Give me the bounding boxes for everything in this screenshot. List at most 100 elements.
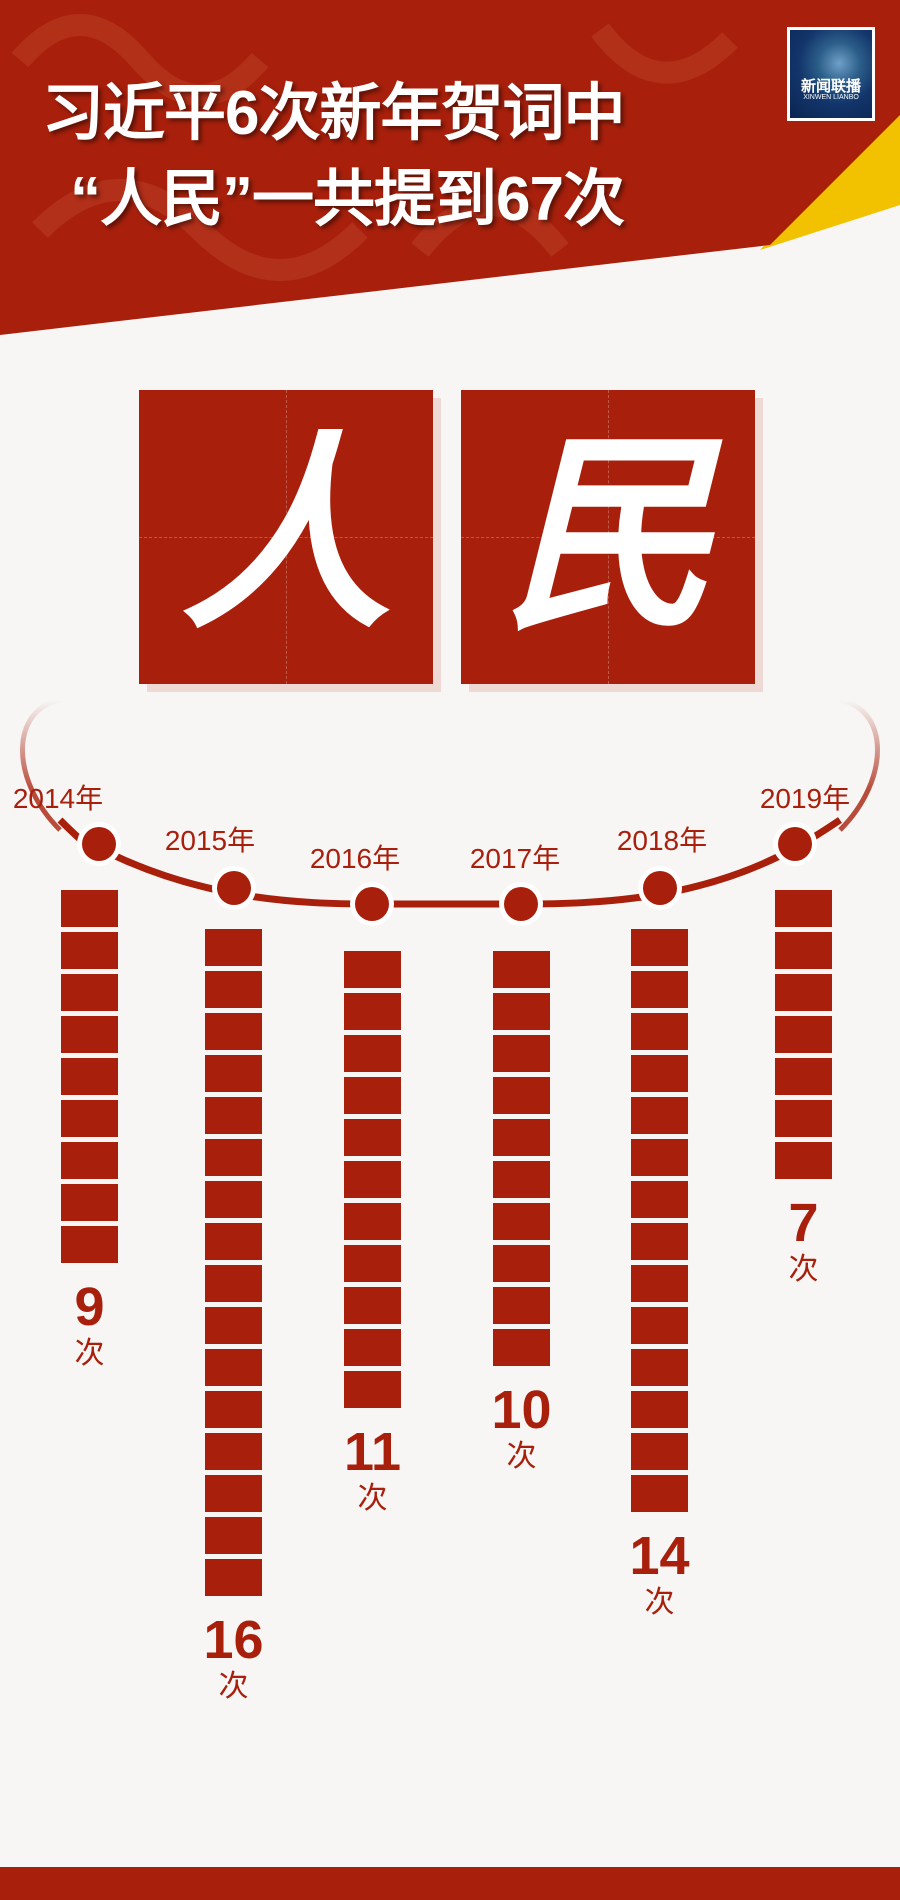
mention-square — [631, 1097, 688, 1134]
mention-square — [344, 1287, 401, 1324]
mention-square — [61, 1100, 118, 1137]
mention-square — [631, 1307, 688, 1344]
mention-square — [631, 1349, 688, 1386]
mention-square — [775, 1142, 832, 1179]
year-label: 2018年 — [617, 825, 707, 856]
mention-square — [631, 1391, 688, 1428]
mention-square — [344, 1035, 401, 1072]
mention-square — [493, 993, 550, 1030]
mention-square — [205, 1265, 262, 1302]
globe-icon: 新闻联播 XINWEN LIANBO — [790, 30, 872, 118]
value-label: 10 — [491, 1380, 551, 1440]
mention-square — [344, 1371, 401, 1408]
mention-square — [205, 1139, 262, 1176]
unit-label: 次 — [789, 1252, 819, 1287]
hero-char-ren: 人 — [180, 411, 391, 658]
mention-square — [493, 1203, 550, 1240]
xinwen-lianbo-logo: 新闻联播 XINWEN LIANBO — [787, 27, 875, 121]
mention-square — [631, 1475, 688, 1512]
unit-label: 次 — [358, 1481, 388, 1516]
mention-square — [205, 1055, 262, 1092]
value-label: 16 — [203, 1610, 263, 1670]
unit-label: 次 — [75, 1336, 105, 1371]
mention-square — [344, 993, 401, 1030]
timeline-dot — [217, 871, 251, 905]
value-label: 9 — [74, 1277, 104, 1337]
mention-square — [631, 971, 688, 1008]
value-label: 7 — [788, 1193, 818, 1253]
mention-square — [344, 1203, 401, 1240]
mention-square — [631, 1055, 688, 1092]
swirl-pattern — [11, 14, 738, 281]
mention-square — [775, 890, 832, 927]
mention-square — [61, 974, 118, 1011]
mention-square — [775, 1100, 832, 1137]
mention-square — [205, 1475, 262, 1512]
mention-square — [344, 951, 401, 988]
mention-square — [344, 1245, 401, 1282]
mention-square — [205, 929, 262, 966]
mention-square — [205, 1307, 262, 1344]
year-label: 2014年 — [13, 783, 103, 814]
hero-char-box-min: 民 — [461, 390, 755, 684]
mention-square — [631, 1265, 688, 1302]
timeline-dot — [504, 887, 538, 921]
value-label: 14 — [629, 1526, 689, 1586]
mention-square — [205, 1391, 262, 1428]
mention-square — [344, 1077, 401, 1114]
year-label: 2017年 — [470, 843, 560, 874]
mention-square — [631, 1181, 688, 1218]
hero-char-min: 民 — [502, 411, 713, 658]
mention-square — [631, 1139, 688, 1176]
mention-square — [205, 1517, 262, 1554]
year-label: 2016年 — [310, 843, 400, 874]
mention-square — [775, 932, 832, 969]
mention-square — [61, 1016, 118, 1053]
mention-square — [775, 1016, 832, 1053]
year-label: 2015年 — [165, 825, 255, 856]
unit-label: 次 — [507, 1439, 537, 1474]
mention-square — [493, 1329, 550, 1366]
mention-square — [775, 1058, 832, 1095]
mention-square — [205, 1181, 262, 1218]
timeline-dot — [82, 827, 116, 861]
mention-square — [205, 1433, 262, 1470]
footer-band — [0, 1867, 900, 1900]
mention-square — [61, 1058, 118, 1095]
timeline-dot — [643, 871, 677, 905]
mention-square — [205, 971, 262, 1008]
mention-square — [493, 1287, 550, 1324]
mention-square — [344, 1119, 401, 1156]
mention-square — [205, 1349, 262, 1386]
logo-subtext: XINWEN LIANBO — [803, 94, 859, 101]
timeline-dot — [778, 827, 812, 861]
mention-square — [61, 932, 118, 969]
mention-square — [631, 1433, 688, 1470]
mention-square — [493, 1119, 550, 1156]
mention-square — [205, 1223, 262, 1260]
year-label: 2019年 — [760, 783, 850, 814]
timeline-dot — [355, 887, 389, 921]
title-line-1: 习近平6次新年贺词中 — [42, 79, 625, 148]
mention-square — [205, 1097, 262, 1134]
header-banner — [0, 0, 900, 335]
mention-square — [631, 1223, 688, 1260]
mention-square — [205, 1013, 262, 1050]
mention-square — [61, 1184, 118, 1221]
mention-square — [61, 1142, 118, 1179]
hero-char-box-ren: 人 — [139, 390, 433, 684]
mention-square — [344, 1329, 401, 1366]
mention-square — [493, 1077, 550, 1114]
mention-square — [631, 929, 688, 966]
mention-square — [205, 1559, 262, 1596]
title-line-2: “人民”一共提到67次 — [70, 165, 625, 234]
unit-label: 次 — [645, 1585, 675, 1620]
mention-square — [493, 1161, 550, 1198]
mention-square — [493, 951, 550, 988]
value-label: 11 — [344, 1422, 401, 1482]
logo-text: 新闻联播 — [800, 78, 861, 95]
mention-square — [493, 1035, 550, 1072]
mention-square — [61, 1226, 118, 1263]
mention-square — [775, 974, 832, 1011]
